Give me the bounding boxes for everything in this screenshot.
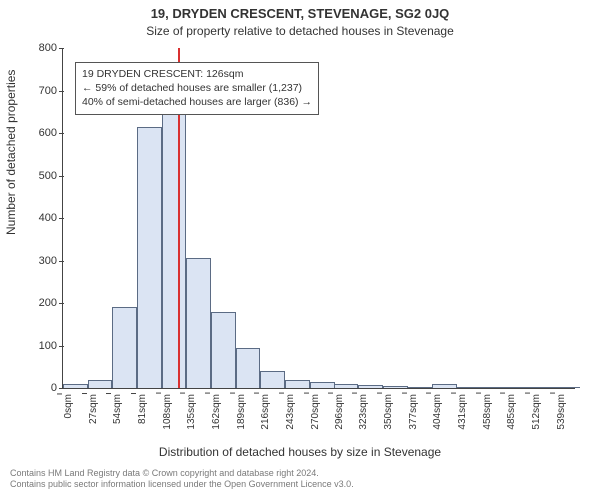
- histogram-bar: [186, 258, 211, 388]
- x-tick: 431sqm: [457, 394, 468, 430]
- histogram-bar: [211, 312, 236, 389]
- histogram-bar: [432, 384, 457, 388]
- histogram-bar: [358, 385, 383, 388]
- y-tick: 400: [39, 212, 63, 224]
- footer-line-2: Contains public sector information licen…: [10, 479, 590, 490]
- histogram-bar: [162, 108, 187, 389]
- annotation-line: ← 59% of detached houses are smaller (1,…: [82, 81, 312, 95]
- x-tick: 27sqm: [88, 394, 99, 424]
- histogram-bar: [63, 384, 88, 388]
- x-tick: 323sqm: [358, 394, 369, 430]
- y-tick: 700: [39, 85, 63, 97]
- histogram-bar: [285, 380, 310, 389]
- x-tick: 189sqm: [236, 394, 247, 430]
- x-tick: 243sqm: [285, 394, 296, 430]
- histogram-bar: [310, 382, 335, 388]
- y-tick: 600: [39, 127, 63, 139]
- histogram-bar: [236, 348, 261, 388]
- y-tick: 100: [39, 340, 63, 352]
- histogram-bar: [531, 387, 556, 388]
- x-tick: 54sqm: [112, 394, 123, 424]
- x-tick: 296sqm: [334, 394, 345, 430]
- chart-container: 19, DRYDEN CRESCENT, STEVENAGE, SG2 0JQ …: [0, 0, 600, 500]
- x-axis-label: Distribution of detached houses by size …: [0, 445, 600, 459]
- y-axis-label: Number of detached properties: [4, 70, 18, 235]
- histogram-bar: [408, 387, 433, 388]
- plot-area: 01002003004005006007008000sqm27sqm54sqm8…: [62, 48, 575, 389]
- x-tick: 539sqm: [556, 394, 567, 430]
- annotation-line: 40% of semi-detached houses are larger (…: [82, 95, 312, 109]
- histogram-bar: [556, 387, 581, 388]
- x-tick: 0sqm: [63, 394, 74, 418]
- x-tick: 108sqm: [162, 394, 173, 430]
- x-tick: 377sqm: [408, 394, 419, 430]
- chart-subtitle: Size of property relative to detached ho…: [0, 24, 600, 38]
- x-tick: 162sqm: [211, 394, 222, 430]
- x-tick: 81sqm: [137, 394, 148, 424]
- footer-line-1: Contains HM Land Registry data © Crown c…: [10, 468, 590, 479]
- histogram-bar: [506, 387, 531, 388]
- y-tick: 300: [39, 255, 63, 267]
- histogram-bar: [457, 387, 482, 388]
- footer-attribution: Contains HM Land Registry data © Crown c…: [10, 468, 590, 491]
- histogram-bar: [112, 307, 137, 388]
- x-tick: 404sqm: [432, 394, 443, 430]
- chart-title: 19, DRYDEN CRESCENT, STEVENAGE, SG2 0JQ: [0, 6, 600, 21]
- histogram-bar: [260, 371, 285, 388]
- y-tick: 800: [39, 42, 63, 54]
- x-tick: 135sqm: [186, 394, 197, 430]
- annotation-box: 19 DRYDEN CRESCENT: 126sqm← 59% of detac…: [75, 62, 319, 115]
- histogram-bar: [88, 380, 113, 389]
- histogram-bar: [383, 386, 408, 388]
- histogram-bar: [482, 387, 507, 388]
- histogram-bar: [334, 384, 359, 388]
- y-tick: 500: [39, 170, 63, 182]
- x-tick: 458sqm: [482, 394, 493, 430]
- annotation-line: 19 DRYDEN CRESCENT: 126sqm: [82, 67, 312, 81]
- y-tick: 200: [39, 297, 63, 309]
- x-tick: 512sqm: [531, 394, 542, 430]
- histogram-bar: [137, 127, 162, 388]
- x-tick: 216sqm: [260, 394, 271, 430]
- x-tick: 270sqm: [310, 394, 321, 430]
- x-tick: 350sqm: [383, 394, 394, 430]
- x-tick: 485sqm: [506, 394, 517, 430]
